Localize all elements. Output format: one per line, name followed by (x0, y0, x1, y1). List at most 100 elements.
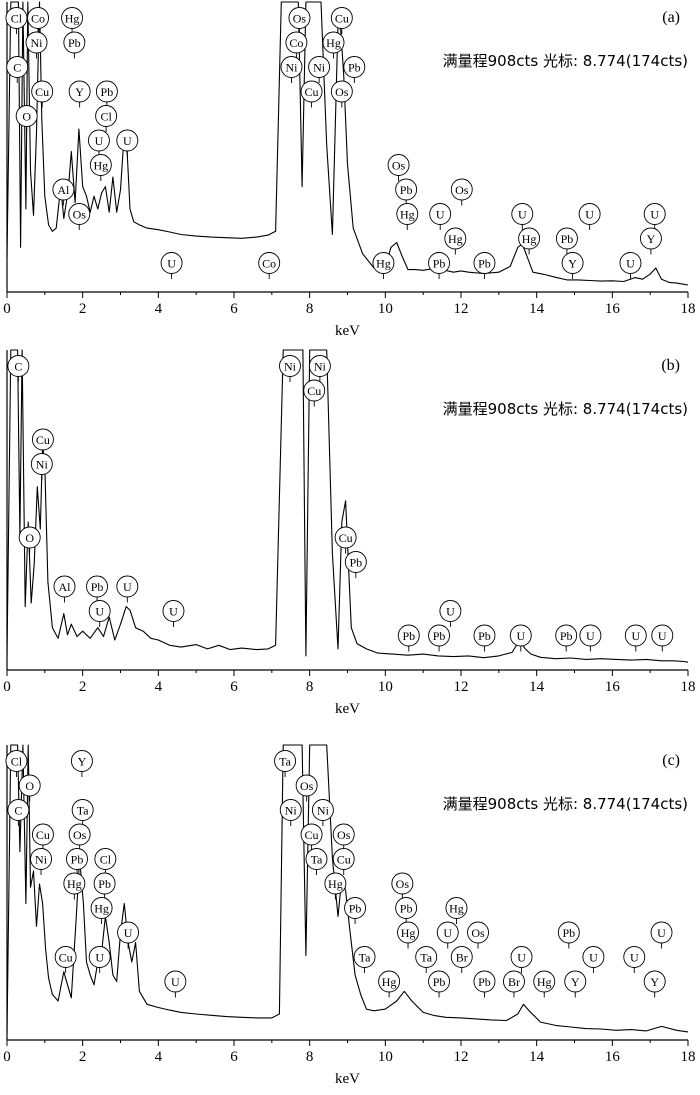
marker-circle (53, 575, 76, 598)
element-marker: Pb (428, 252, 451, 279)
element-symbol: O (25, 531, 34, 545)
element-marker: O (18, 774, 41, 802)
marker-circle (429, 203, 452, 225)
marker-circle (63, 31, 86, 54)
marker-circle (391, 872, 414, 895)
x-tick-label: 12 (454, 301, 469, 317)
element-symbol: Ni (313, 60, 326, 74)
marker-circle (555, 227, 578, 250)
element-symbol: Ni (317, 803, 330, 817)
full-scale-cursor-text: 满量程908cts 光标: 8.774(174cts) (443, 400, 688, 418)
panel-label: (c) (662, 752, 680, 769)
element-symbol: U (95, 604, 104, 618)
element-marker: U (439, 600, 462, 627)
x-tick-label: 4 (155, 1049, 163, 1065)
element-symbol: Ta (279, 754, 291, 768)
element-marker: Pb (473, 970, 496, 998)
marker-circle (510, 946, 533, 968)
element-symbol: Os (392, 158, 406, 172)
marker-circle (52, 178, 75, 201)
element-symbol: Cu (335, 11, 349, 25)
element-symbol: U (518, 207, 527, 221)
marker-circle (582, 946, 605, 968)
element-symbol: Hg (382, 975, 397, 989)
element-symbol: Cu (305, 85, 319, 99)
marker-circle (164, 970, 187, 993)
element-symbol: Pb (71, 852, 84, 866)
element-symbol: Pb (478, 256, 491, 270)
marker-circle (650, 921, 673, 944)
element-marker: Y (643, 970, 666, 998)
element-symbol: Pb (561, 232, 574, 246)
element-symbol: Hg (522, 232, 537, 246)
x-tick-label: 10 (378, 679, 393, 695)
marker-circle (445, 897, 468, 919)
marker-circle (30, 453, 53, 475)
marker-circle (518, 227, 541, 250)
element-marker: U (509, 624, 532, 652)
element-marker: Ta (305, 848, 328, 875)
marker-circle (279, 799, 302, 821)
element-symbol: Cu (305, 828, 319, 842)
element-symbol: Pb (400, 901, 413, 915)
element-marker: Pb (86, 575, 108, 603)
element-symbol: Y (647, 232, 656, 246)
element-marker: Pb (397, 624, 420, 652)
x-tick-label: 0 (3, 679, 11, 695)
element-symbol: Pb (402, 629, 415, 643)
spectrum-panel: 0 2 4 6 8 10 12 14 16 18 keV (c) 满量程908cts 光标: 8.774… (3, 744, 696, 1087)
element-symbol: Pb (400, 183, 413, 197)
marker-circle (428, 970, 451, 993)
element-symbol: Ni (284, 359, 297, 373)
marker-circle (116, 575, 139, 598)
marker-circle (116, 129, 139, 152)
element-marker: Ni (279, 355, 301, 382)
marker-circle (353, 946, 376, 968)
element-marker: Pb (473, 624, 496, 652)
element-symbol: Pb (433, 975, 446, 989)
element-symbol: Al (59, 580, 72, 594)
marker-circle (5, 7, 28, 29)
element-symbol: Hg (65, 11, 80, 25)
marker-circle (473, 252, 496, 274)
marker-circle (473, 970, 496, 993)
full-scale-cursor-text: 满量程908cts 光标: 8.774(174cts) (443, 52, 688, 70)
element-symbol: Ni (286, 60, 299, 74)
marker-circle (295, 774, 318, 797)
element-symbol: Br (456, 950, 468, 964)
element-marker: Hg (89, 154, 112, 181)
full-scale-cursor-text: 满量程908cts 光标: 8.774(174cts) (443, 795, 688, 813)
marker-circle (54, 946, 77, 968)
x-tick-label: 2 (79, 301, 87, 317)
element-marker: Os (450, 178, 473, 206)
element-symbol: Os (337, 828, 351, 842)
element-marker: Os (467, 921, 489, 949)
marker-circle (31, 428, 54, 451)
element-marker: U (160, 252, 183, 279)
element-symbol: Cl (11, 754, 23, 768)
marker-circle (7, 355, 30, 377)
spectrum-line (6, 349, 689, 663)
element-marker: Pb (428, 624, 451, 652)
element-marker: Cu (303, 379, 326, 407)
x-tick-label: 18 (681, 301, 696, 317)
element-symbol: Pb (433, 629, 446, 643)
element-symbol: Hg (94, 901, 109, 915)
marker-circle (344, 551, 367, 573)
marker-circle (509, 624, 532, 647)
marker-circle (397, 624, 420, 647)
marker-circle (395, 897, 418, 919)
marker-circle (5, 750, 28, 772)
element-symbol: Pb (348, 60, 361, 74)
marker-circle (639, 227, 662, 250)
element-symbol: Pb (98, 877, 111, 891)
x-tick-label: 14 (529, 679, 545, 695)
element-marker: C (6, 56, 29, 83)
element-marker: Hg (61, 7, 84, 34)
element-symbol: U (657, 926, 666, 940)
element-marker: U (117, 921, 140, 949)
element-symbol: U (517, 950, 526, 964)
element-marker: Cu (332, 848, 355, 875)
x-tick-label: 12 (454, 679, 469, 695)
element-marker: Hg (63, 872, 86, 900)
